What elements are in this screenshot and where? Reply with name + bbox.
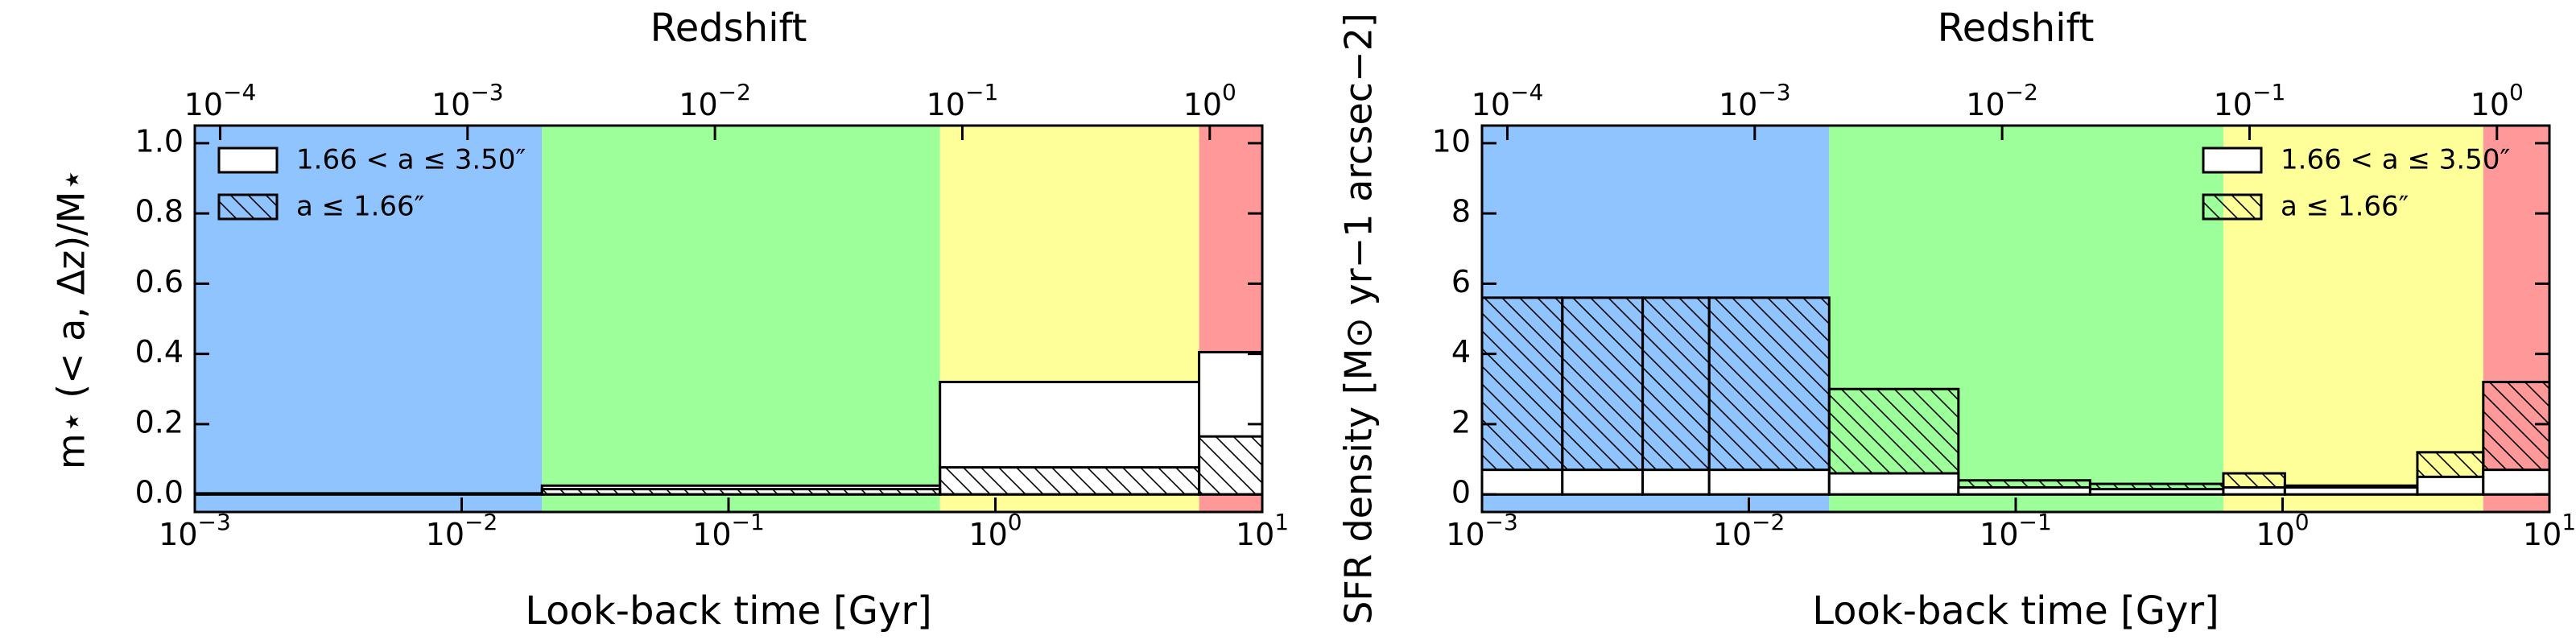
bar <box>1561 296 1645 496</box>
y-tick-label: 8 <box>1451 194 1471 229</box>
bar <box>1827 472 1960 496</box>
y-tick-label: 0 <box>1451 475 1471 510</box>
x-tick-label: 10−1 <box>692 509 765 552</box>
x-tick-label: 101 <box>1236 509 1289 552</box>
x-axis-label: Look-back time [Gyr] <box>1812 588 2219 634</box>
x2-tick-label: 100 <box>1183 79 1236 122</box>
x-tick-label: 100 <box>2256 509 2309 552</box>
x2-tick-label: 10−4 <box>184 79 257 122</box>
epoch-region <box>542 126 940 512</box>
epoch-region <box>195 126 543 512</box>
y-axis-label: m⋆ (< a, Δz)/M⋆ <box>50 168 93 469</box>
bar <box>2416 475 2485 496</box>
legend-label: 1.66 < a ≤ 3.50″ <box>2281 144 2510 176</box>
y-tick-label: 6 <box>1451 264 1471 299</box>
y-tick-label: 10 <box>1432 123 1471 159</box>
y-tick-label: 0.8 <box>135 194 184 229</box>
bar <box>939 466 1201 496</box>
x2-tick-label: 10−2 <box>679 79 751 122</box>
bar <box>1957 485 2091 496</box>
x2-tick-label: 10−2 <box>1966 79 2038 122</box>
y-tick-label: 0.6 <box>135 264 184 299</box>
x2-tick-label: 10−1 <box>2214 79 2286 122</box>
x2-tick-label: 10−4 <box>1472 79 1544 122</box>
legend-label: a ≤ 1.66″ <box>296 191 424 223</box>
legend-swatch <box>217 147 279 174</box>
x-tick-label: 10−2 <box>1713 509 1785 552</box>
y-tick-label: 0.4 <box>135 334 184 369</box>
x2-tick-label: 10−3 <box>431 79 504 122</box>
y-tick-label: 4 <box>1451 334 1471 369</box>
epoch-region <box>2223 126 2483 512</box>
bar <box>540 488 942 496</box>
bar <box>193 492 543 496</box>
x2-tick-label: 10−3 <box>1719 79 1791 122</box>
x-tick-label: 10−1 <box>1979 509 2052 552</box>
y-axis-label: SFR density [M⊙ yr−1 arcsec−2] <box>1337 13 1381 625</box>
legend-label: 1.66 < a ≤ 3.50″ <box>296 144 526 176</box>
bar <box>1707 469 1831 496</box>
x-tick-label: 101 <box>2523 509 2576 552</box>
bar <box>1561 469 1645 496</box>
x2-tick-label: 10−1 <box>927 79 999 122</box>
legend-swatch <box>217 193 279 221</box>
y-tick-label: 1.0 <box>135 123 184 159</box>
bar <box>2283 485 2419 496</box>
bar <box>1707 296 1831 496</box>
bar <box>1641 469 1711 496</box>
x-axis-label: Look-back time [Gyr] <box>525 588 932 634</box>
y-tick-label: 0.2 <box>135 404 184 440</box>
legend-swatch <box>2202 147 2263 174</box>
y-tick-label: 2 <box>1451 404 1471 440</box>
x-tick-label: 10−3 <box>159 509 231 552</box>
bar <box>1641 296 1711 496</box>
bar <box>2222 485 2286 496</box>
bar <box>2088 488 2225 496</box>
x-tick-label: 100 <box>968 509 1022 552</box>
x-tick-label: 10−2 <box>426 509 498 552</box>
bar <box>1198 435 1264 496</box>
legend-label: a ≤ 1.66″ <box>2281 191 2409 223</box>
bar <box>1480 296 1564 496</box>
x2-axis-label: Redshift <box>1938 6 2095 51</box>
bar <box>2482 469 2551 496</box>
x2-axis-label: Redshift <box>650 6 807 51</box>
x2-tick-label: 100 <box>2471 79 2524 122</box>
legend-swatch <box>2202 193 2263 221</box>
x-tick-label: 10−3 <box>1446 509 1518 552</box>
y-tick-label: 0.0 <box>135 475 184 510</box>
bar <box>1480 469 1564 496</box>
